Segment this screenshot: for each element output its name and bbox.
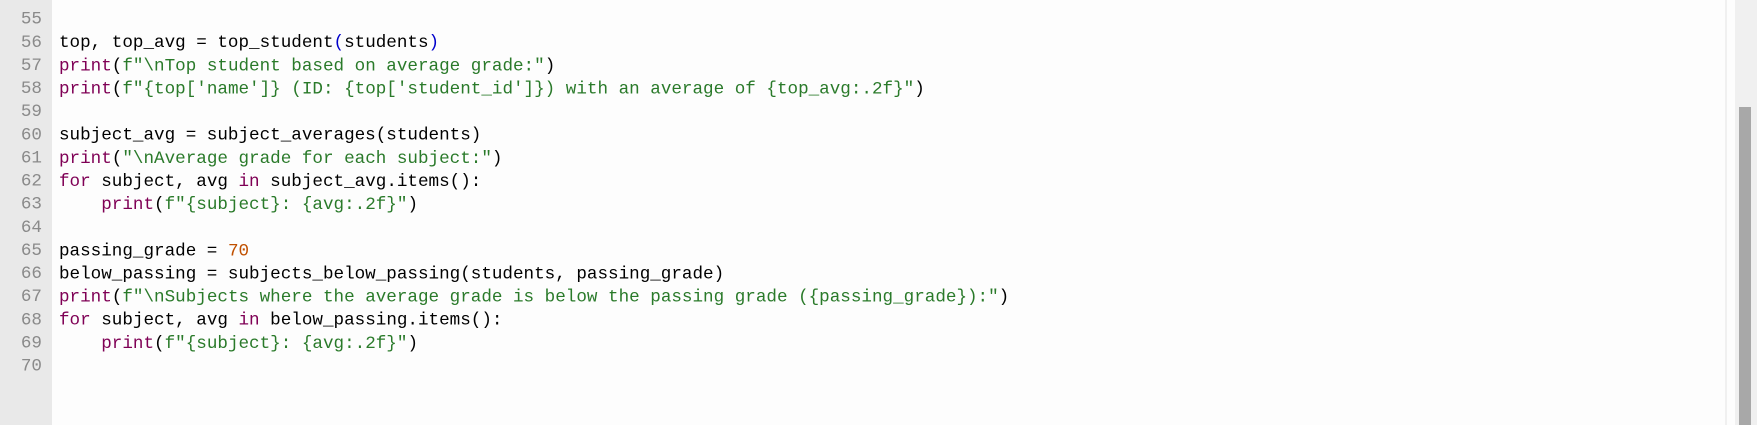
code-token: ): [407, 333, 418, 353]
code-line: subject_avg = subject_averages(students): [59, 125, 481, 145]
line-number: 64: [21, 218, 42, 238]
code-token: print: [59, 148, 112, 168]
line-number: 65: [21, 241, 42, 261]
line-number: 69: [21, 333, 42, 353]
code-token: subject, avg: [91, 310, 239, 330]
code-token: f"\nTop student based on average grade:": [122, 56, 544, 76]
code-token: subject_avg.items():: [260, 172, 482, 192]
code-line: print(f"{subject}: {avg:.2f}"): [59, 195, 418, 215]
code-token: [59, 195, 101, 215]
code-token: ): [545, 56, 556, 76]
code-token: (: [154, 195, 165, 215]
code-token: f"{subject}: {avg:.2f}": [165, 333, 408, 353]
code-token: f"\nSubjects where the average grade is …: [122, 287, 998, 307]
code-token: below_passing.items():: [260, 310, 503, 330]
code-line: print(f"{subject}: {avg:.2f}"): [59, 333, 418, 353]
code-token: (: [334, 33, 345, 53]
code-line: print(f"\nSubjects where the average gra…: [59, 287, 1009, 307]
code-token: in: [239, 172, 260, 192]
code-token: (: [112, 79, 123, 99]
code-token: for: [59, 172, 91, 192]
code-token: print: [101, 195, 154, 215]
line-number: 62: [21, 172, 42, 192]
code-line: top, top_avg = top_student(students): [59, 33, 439, 53]
code-token: (: [154, 333, 165, 353]
code-line: passing_grade = 70: [59, 241, 249, 261]
code-token: in: [239, 310, 260, 330]
gutter: [0, 0, 52, 425]
code-token: print: [59, 56, 112, 76]
code-token: ): [999, 287, 1010, 307]
code-token: (: [112, 287, 123, 307]
code-token: for: [59, 310, 91, 330]
code-token: ): [492, 148, 503, 168]
line-number: 60: [21, 125, 42, 145]
code-token: f"{subject}: {avg:.2f}": [165, 195, 408, 215]
code-line: for subject, avg in subject_avg.items():: [59, 172, 481, 192]
code-token: (: [112, 148, 123, 168]
code-line: below_passing = subjects_below_passing(s…: [59, 264, 724, 284]
code-token: print: [101, 333, 154, 353]
scrollbar-thumb[interactable]: [1739, 107, 1751, 425]
code-token: [59, 333, 101, 353]
code-token: ): [914, 79, 925, 99]
line-number: 59: [21, 102, 42, 122]
code-token: below_passing = subjects_below_passing(s…: [59, 264, 724, 284]
code-token: "\nAverage grade for each subject:": [122, 148, 492, 168]
line-number: 63: [21, 195, 42, 215]
code-token: students: [344, 33, 428, 53]
code-token: ): [407, 195, 418, 215]
line-number: 57: [21, 56, 42, 76]
code-token: print: [59, 287, 112, 307]
line-number: 56: [21, 33, 42, 53]
line-number: 55: [21, 10, 42, 30]
code-line: print(f"{top['name']} (ID: {top['student…: [59, 79, 925, 99]
code-token: passing_grade =: [59, 241, 228, 261]
code-token: f"{top['name']} (ID: {top['student_id']}…: [122, 79, 914, 99]
code-token: (: [112, 56, 123, 76]
line-number: 58: [21, 79, 42, 99]
code-token: top, top_avg = top_student: [59, 33, 334, 53]
line-number: 61: [21, 148, 42, 168]
code-token: 70: [228, 241, 249, 261]
line-number: 66: [21, 264, 42, 284]
code-line: print("\nAverage grade for each subject:…: [59, 148, 502, 168]
line-number: 70: [21, 357, 42, 377]
code-token: ): [429, 33, 440, 53]
code-token: subject_avg = subject_averages(students): [59, 125, 481, 145]
code-token: subject, avg: [91, 172, 239, 192]
code-token: print: [59, 79, 112, 99]
line-number: 67: [21, 287, 42, 307]
code-line: for subject, avg in below_passing.items(…: [59, 310, 502, 330]
code-line: print(f"\nTop student based on average g…: [59, 56, 555, 76]
line-number: 68: [21, 310, 42, 330]
